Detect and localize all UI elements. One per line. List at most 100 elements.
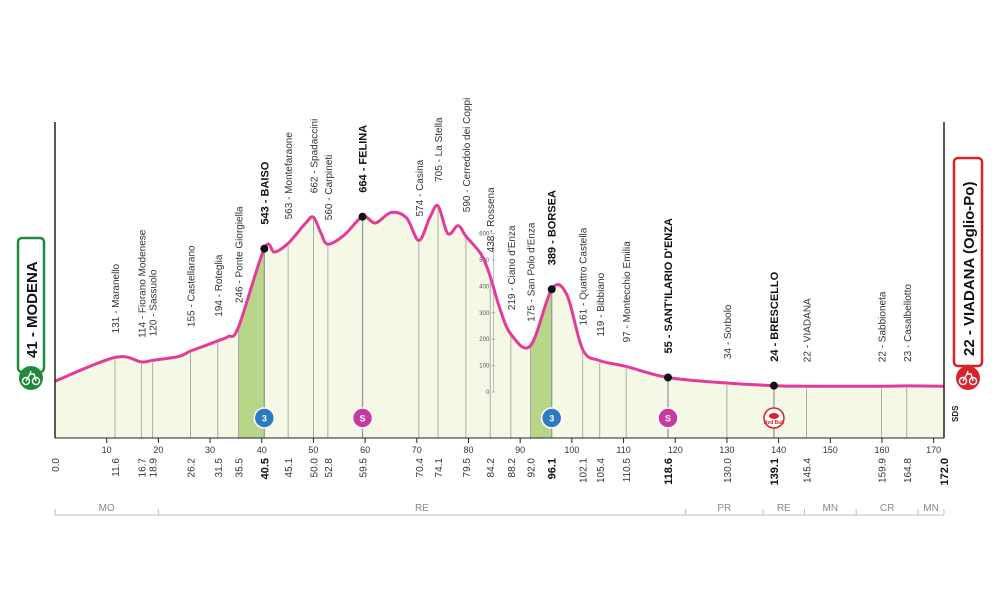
place-label: 246 - Ponte Giorgiella (235, 206, 246, 303)
place-label: 219 - Ciano d'Enza (507, 225, 518, 310)
place-labels: 131 - Maranello 114 - Fiorano Modenese 120… (111, 98, 914, 363)
distance-tick-label: 70 (412, 445, 422, 455)
finish-badge: 22 - VIADANA (Oglio-Po) (952, 156, 984, 390)
km-label: 172.0 (939, 458, 951, 486)
distance-tick-label: 120 (668, 445, 683, 455)
km-label: 110.5 (622, 458, 633, 483)
place-label: 24 - BRESCELLO (769, 271, 781, 361)
place-label: 155 - Castellarano (186, 245, 197, 327)
climb-category-text: 3 (262, 414, 267, 424)
climb-category-badge (253, 407, 276, 429)
region-label: MN (923, 503, 939, 514)
climb-category-badge (540, 407, 563, 429)
sprint-badge (657, 407, 679, 429)
km-label: 164.8 (903, 458, 914, 483)
km-label: 159.9 (878, 458, 889, 483)
km-label: 59.5 (359, 458, 370, 478)
profile-dot (260, 244, 269, 253)
km-label: 40.5 (259, 458, 271, 479)
region-label: RE (777, 503, 791, 514)
place-label: 23 - Casalbellotto (903, 284, 914, 362)
place-label: 97 - Montecchio Emilia (622, 241, 633, 343)
distance-tick-label: 170 (926, 445, 941, 455)
region-bar: MO RE PR RE MN CR MN (54, 503, 945, 516)
km-label: 70.4 (415, 458, 426, 478)
distance-tick-label: 30 (205, 445, 215, 455)
altitude-scale-label: 100 (479, 364, 490, 370)
region-label: CR (880, 503, 894, 514)
profile-dot (358, 212, 367, 221)
bonus-bull-icon (768, 413, 779, 419)
km-label: 130.0 (723, 458, 734, 483)
place-label: 438 - Rossena (486, 187, 497, 252)
place-label: 114 - Fiorano Modenese (137, 229, 148, 338)
distance-ticks: 10 20 30 40 50 60 70 80 90 100 110 120 130 140 150 160 1… (102, 438, 941, 455)
distance-tick-label: 90 (515, 445, 525, 455)
sprint-text: S (360, 414, 366, 424)
finish-bike-icon (956, 366, 980, 390)
region-label: MO (99, 503, 115, 514)
altitude-scale-label: 200 (479, 337, 490, 343)
climb-category-text: 3 (549, 414, 554, 424)
km-label: 118.6 (663, 458, 675, 485)
altitude-scale-label: 600 (479, 232, 490, 238)
altitude-scale-label: 0 (486, 390, 490, 396)
distance-tick-label: 130 (719, 445, 734, 455)
region-label: MN (823, 503, 839, 514)
km-label: 35.5 (235, 458, 246, 478)
km-label: 74.1 (434, 458, 445, 478)
distance-tick-label: 50 (308, 445, 318, 455)
climb-segment (238, 248, 265, 438)
climb-segments (238, 248, 552, 438)
profile-dot (547, 285, 556, 294)
place-label: 119 - Bibbiano (596, 272, 607, 336)
distance-tick-label: 10 (102, 445, 112, 455)
place-label: 543 - BAISO (259, 161, 271, 224)
place-label: 662 - Spadaccini (309, 119, 320, 194)
distance-tick-label: 80 (463, 445, 473, 455)
distance-tick-label: 110 (616, 445, 630, 455)
start-bike-icon (19, 366, 43, 390)
place-label: 175 - San Polo d'Enza (527, 222, 538, 322)
km-label: 52.8 (324, 458, 335, 478)
altitude-scale-label: 400 (479, 284, 490, 290)
km-label: 11.6 (111, 458, 122, 477)
profile-dot (769, 381, 778, 390)
km-label: 92.0 (527, 458, 538, 478)
place-label: 563 - Montefaraone (284, 132, 295, 220)
km-label: 26.2 (186, 458, 197, 478)
finish-label: 22 - VIADANA (Oglio-Po) (961, 182, 978, 356)
km-label: 50.0 (309, 458, 320, 478)
bonus-text: Red Bull (764, 420, 785, 426)
start-badge: 41 - MODENA (16, 236, 46, 390)
place-label: 22 - Sabbioneta (878, 291, 889, 362)
place-label: 34 - Sorbolo (723, 304, 734, 359)
distance-tick-label: 100 (564, 445, 579, 455)
km-label: 105.4 (596, 458, 607, 483)
km-label: 145.4 (803, 458, 814, 483)
place-label: 55 - SANT'ILARIO D'ENZA (663, 218, 675, 353)
profile-line (54, 203, 945, 388)
profile-dots (260, 212, 778, 390)
sprint-badge (351, 407, 374, 429)
place-label: 590 - Cerredolo dei Coppi (462, 98, 473, 213)
sprint-text: S (665, 414, 671, 424)
climb-segment (530, 290, 552, 438)
place-label: 22 - VIADANA (803, 298, 814, 362)
distance-tick-label: 150 (823, 445, 838, 455)
place-label: 574 - Casina (415, 159, 426, 216)
place-label: 560 - Carpineti (324, 155, 335, 221)
place-droplines (114, 207, 908, 438)
place-label: 131 - Maranello (111, 263, 122, 333)
km-label: 18.9 (149, 458, 160, 478)
km-label: 84.2 (486, 458, 497, 478)
km-label: 0.0 (51, 458, 62, 472)
km-label: 88.2 (507, 458, 518, 478)
place-label: 194 - Roteglia (214, 254, 225, 317)
km-labels: 0.0 11.6 16.7 18.9 26.2 31.5 35.5 40.5 45.1 50.0 5… (51, 458, 951, 486)
sds-logo: SDS (951, 405, 960, 422)
altitude-scale-label: 300 (479, 311, 490, 317)
distance-tick-label: 140 (771, 445, 786, 455)
place-label: 389 - BORSEA (547, 190, 559, 265)
